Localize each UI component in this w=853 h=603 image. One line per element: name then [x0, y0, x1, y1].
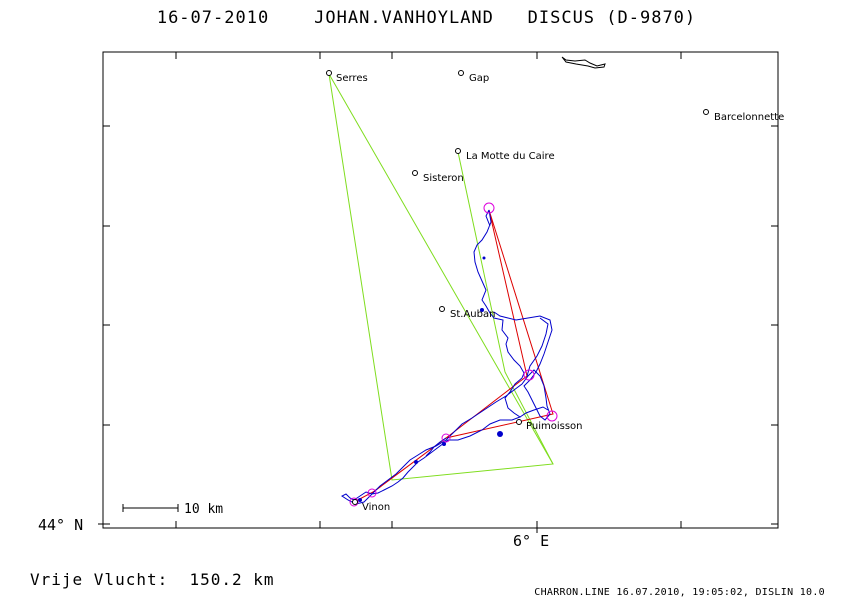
border-fragment: [561, 56, 606, 69]
turnpoints: [349, 202, 558, 507]
scale-bar-label: 10 km: [184, 502, 223, 517]
map-frame: [102, 51, 779, 529]
town-serres: Serres: [336, 73, 368, 84]
town-markers: [326, 70, 709, 505]
distance-label: Vrije Vlucht:: [30, 570, 169, 589]
town-sisteron: Sisteron: [423, 173, 464, 184]
town-la-motte-du-caire: La Motte du Caire: [466, 151, 555, 162]
town-vinon: Vinon: [362, 502, 390, 513]
distance-value: 150.2 km: [189, 570, 275, 589]
optimized-route: [353, 209, 554, 503]
turnpoint-3: [546, 410, 558, 422]
town-gap: Gap: [469, 73, 489, 84]
distance-readout: Vrije Vlucht: 150.2 km: [30, 570, 275, 589]
glider-name: DISCUS (D-9870): [527, 8, 697, 28]
longitude-label: 6° E: [513, 532, 550, 550]
fai-triangle: [328, 73, 554, 481]
axis-ticks: [98, 52, 778, 533]
scale-bar: [122, 504, 179, 512]
town-barcelonnette: Barcelonnette: [714, 112, 784, 123]
turnpoint-4: [441, 433, 451, 443]
flight-date: 16-07-2010: [156, 8, 270, 28]
map-title: 16-07-2010 JOHAN.VANHOYLAND DISCUS (D-98…: [0, 8, 853, 28]
turnpoint-5: [367, 488, 377, 498]
turnpoint-1: [483, 202, 495, 214]
town-st-auban: St.Auban: [450, 309, 495, 320]
triangle-leg: [457, 151, 554, 465]
track-blobs: [358, 256, 503, 502]
flight-track: [341, 209, 553, 505]
turnpoint-2: [523, 369, 535, 381]
latitude-label: 44° N: [38, 516, 84, 534]
town-puimoisson: Puimoisson: [526, 421, 582, 432]
footer-info: CHARRON.LINE 16.07.2010, 19:05:02, DISLI…: [534, 587, 825, 598]
pilot-name: JOHAN.VANHOYLAND: [314, 8, 494, 28]
